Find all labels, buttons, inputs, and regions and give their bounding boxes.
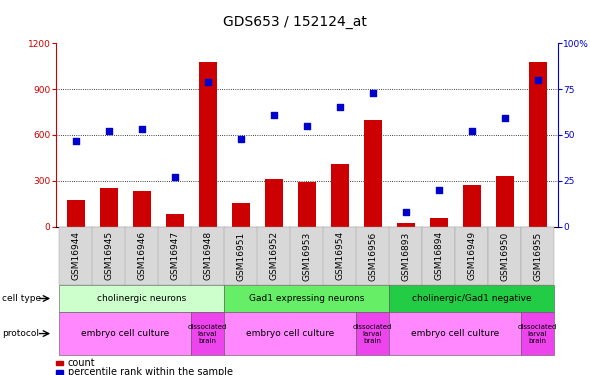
Point <box>236 136 245 142</box>
Point <box>269 112 278 118</box>
Text: embryo cell culture: embryo cell culture <box>411 329 499 338</box>
Point <box>467 128 477 134</box>
Text: Gad1 expressing neurons: Gad1 expressing neurons <box>249 294 364 303</box>
Bar <box>100 188 118 227</box>
Text: GSM16946: GSM16946 <box>137 231 146 280</box>
Point <box>203 79 212 85</box>
Text: GSM16955: GSM16955 <box>533 231 542 280</box>
Point <box>170 174 179 180</box>
Point <box>434 187 444 193</box>
Text: GSM16952: GSM16952 <box>269 231 278 280</box>
Bar <box>133 191 151 227</box>
Bar <box>363 120 382 227</box>
Text: GSM16894: GSM16894 <box>434 231 443 280</box>
Bar <box>396 223 415 227</box>
Bar <box>331 164 349 227</box>
Text: GSM16893: GSM16893 <box>401 231 410 280</box>
Bar <box>265 179 283 227</box>
Text: dissociated
larval
brain: dissociated larval brain <box>353 324 392 344</box>
Text: embryo cell culture: embryo cell culture <box>81 329 169 338</box>
Bar <box>67 200 85 227</box>
Point <box>401 209 411 215</box>
Text: GSM16954: GSM16954 <box>335 231 345 280</box>
Text: percentile rank within the sample: percentile rank within the sample <box>68 368 233 375</box>
Text: GSM16951: GSM16951 <box>237 231 245 280</box>
Point <box>335 104 345 110</box>
Text: protocol: protocol <box>2 329 39 338</box>
Bar <box>463 185 481 227</box>
Point <box>104 128 113 134</box>
Bar <box>496 176 514 227</box>
Bar <box>430 219 448 227</box>
Text: GSM16950: GSM16950 <box>500 231 509 280</box>
Point <box>71 138 81 144</box>
Text: count: count <box>68 358 96 368</box>
Bar <box>199 62 217 227</box>
Text: GSM16944: GSM16944 <box>71 231 80 280</box>
Text: dissociated
larval
brain: dissociated larval brain <box>188 324 227 344</box>
Text: GSM16948: GSM16948 <box>204 231 212 280</box>
Point <box>137 126 146 132</box>
Text: cholinergic/Gad1 negative: cholinergic/Gad1 negative <box>412 294 532 303</box>
Text: GDS653 / 152124_at: GDS653 / 152124_at <box>223 15 367 29</box>
Text: GSM16945: GSM16945 <box>104 231 113 280</box>
Text: dissociated
larval
brain: dissociated larval brain <box>518 324 557 344</box>
Point <box>368 90 378 96</box>
Text: GSM16947: GSM16947 <box>171 231 179 280</box>
Point <box>500 116 510 122</box>
Text: cholinergic neurons: cholinergic neurons <box>97 294 186 303</box>
Text: GSM16956: GSM16956 <box>368 231 377 280</box>
Point <box>533 77 542 83</box>
Text: cell type: cell type <box>2 294 41 303</box>
Bar <box>232 203 250 227</box>
Text: GSM16949: GSM16949 <box>467 231 476 280</box>
Bar <box>298 182 316 227</box>
Point <box>302 123 312 129</box>
Text: embryo cell culture: embryo cell culture <box>246 329 334 338</box>
Text: GSM16953: GSM16953 <box>302 231 312 280</box>
Bar <box>166 214 184 227</box>
Bar <box>529 62 547 227</box>
